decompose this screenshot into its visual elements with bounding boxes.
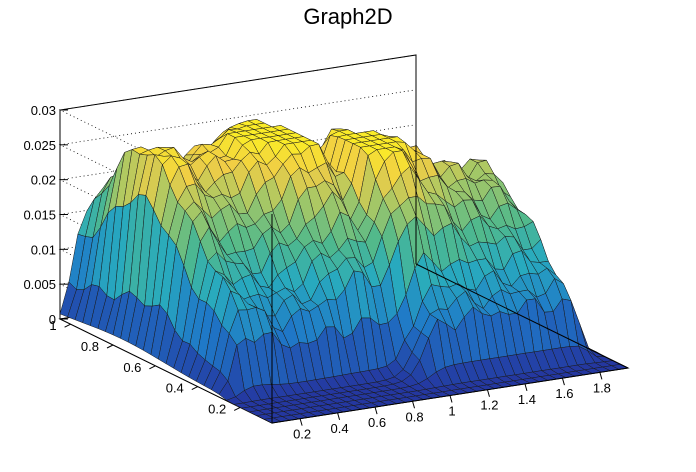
x-tick-label: 1	[448, 404, 455, 419]
y-tick-label: 1	[49, 318, 56, 333]
y-tick	[106, 344, 114, 349]
x-tick-label: 0.4	[331, 421, 349, 436]
x-tick	[524, 383, 528, 392]
surface-mesh	[59, 118, 629, 424]
x-tick-label: 0.6	[368, 415, 386, 430]
z-tick-label: 0.03	[31, 103, 56, 118]
z-tick-label: 0.015	[23, 208, 56, 223]
chart-title: Graph2D	[303, 4, 392, 29]
x-tick	[412, 401, 416, 409]
x-tick-label: 1.8	[593, 380, 611, 395]
y-tick-label: 0.8	[81, 339, 99, 354]
z-tick-label: 0.025	[23, 138, 56, 153]
y-tick-label: 0.4	[166, 381, 184, 396]
z-tick-label: 0	[49, 312, 56, 327]
y-tick	[191, 386, 199, 391]
x-tick	[337, 412, 341, 421]
z-tick-label: 0.005	[23, 277, 56, 292]
z-tick-label: 0.02	[31, 173, 56, 188]
x-tick-label: 1.2	[480, 398, 498, 413]
x-tick	[449, 395, 453, 403]
axis-ticks: 0 0.005 0.01 0.015 0.02 0.025 0.03 0.2 0.4 0.6 0.8…	[23, 103, 610, 442]
x-tick	[599, 372, 603, 380]
y-tick	[233, 406, 241, 411]
x-tick-label: 1.4	[518, 392, 536, 407]
x-tick-label: 0.2	[293, 427, 311, 442]
x-tick	[561, 377, 565, 386]
x-tick	[299, 418, 303, 426]
x-tick	[486, 389, 490, 397]
x-tick-label: 1.6	[555, 386, 573, 401]
y-tick	[64, 323, 71, 328]
y-tick-label: 0.2	[208, 401, 226, 416]
y-tick-label: 0.6	[123, 360, 141, 375]
y-tick	[149, 365, 156, 370]
x-tick-label: 0.8	[405, 409, 423, 424]
right-floor-edge	[415, 263, 629, 369]
x-tick	[374, 406, 378, 415]
z-tick-label: 0.01	[31, 242, 56, 257]
